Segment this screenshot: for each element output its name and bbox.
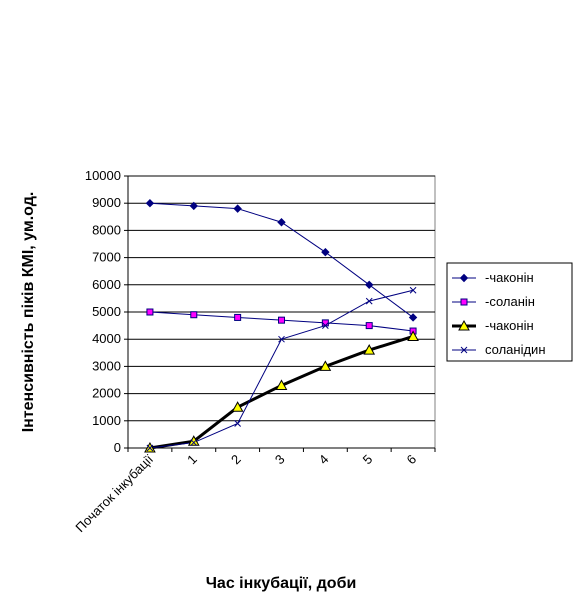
legend-label: соланідин xyxy=(485,342,546,357)
y-tick-label: 8000 xyxy=(92,222,121,237)
x-marker-stroke xyxy=(190,439,198,446)
data-point-series-2 xyxy=(365,322,373,330)
x-marker-stroke xyxy=(234,420,241,427)
y-tick-label: 7000 xyxy=(92,250,121,265)
data-point-series-4 xyxy=(190,439,198,446)
legend-swatch-marker xyxy=(460,346,468,354)
x-axis-title: Час інкубації, доби xyxy=(206,575,357,592)
x-marker-stroke xyxy=(278,335,285,343)
data-point-series-1 xyxy=(321,247,330,257)
legend-label: -чаконін xyxy=(485,318,534,333)
legend-label: -соланін xyxy=(485,294,535,309)
x-tick-label: 3 xyxy=(272,452,288,468)
data-point-series-3 xyxy=(275,379,288,390)
data-point-series-1 xyxy=(408,313,418,322)
legend-swatch-marker xyxy=(460,298,468,306)
legend-swatch-marker xyxy=(458,319,470,331)
legend-box xyxy=(446,262,573,362)
data-point-series-2 xyxy=(234,313,242,321)
data-point-series-3 xyxy=(407,330,419,341)
data-point-series-2 xyxy=(190,311,198,319)
x-axis-ticks: Початок інкубації 1 2 3 4 5 6 xyxy=(72,448,436,535)
y-tick-label: 5000 xyxy=(92,304,121,319)
x-tick-label: 5 xyxy=(360,452,376,468)
x-marker-stroke xyxy=(146,444,154,452)
x-marker-stroke xyxy=(365,297,373,305)
data-point-series-4 xyxy=(234,420,241,427)
data-point-series-3 xyxy=(319,360,332,371)
y-axis-title: Інтенсивність піків КМІ, ум.од. xyxy=(20,192,37,433)
x-tick-label: 6 xyxy=(403,452,419,468)
data-point-series-1 xyxy=(189,201,198,211)
data-point-series-2 xyxy=(278,316,285,324)
data-point-series-3 xyxy=(363,344,376,355)
legend-swatch-marker xyxy=(459,273,469,283)
data-point-series-4 xyxy=(278,335,285,343)
data-point-series-4 xyxy=(146,444,154,452)
x-marker-stroke xyxy=(460,346,468,354)
y-tick-label: 9000 xyxy=(92,195,121,210)
y-tick-label: 2000 xyxy=(92,386,121,401)
data-point-series-1 xyxy=(145,198,155,208)
x-tick-label: 1 xyxy=(184,452,200,468)
data-point-series-4 xyxy=(365,297,373,305)
x-tick-label: Початок інкубації xyxy=(72,451,156,535)
x-tick-label: 4 xyxy=(316,452,332,468)
legend-label: -чаконін xyxy=(485,270,534,285)
data-point-series-4 xyxy=(409,286,417,294)
data-point-series-1 xyxy=(277,218,286,227)
x-marker-stroke xyxy=(409,286,417,294)
y-tick-label: 4000 xyxy=(92,331,121,346)
x-tick-label: 2 xyxy=(228,452,244,468)
y-tick-label: 6000 xyxy=(92,277,121,292)
y-tick-label: 0 xyxy=(114,440,121,455)
y-tick-label: 10000 xyxy=(85,168,121,183)
gridlines xyxy=(127,175,435,449)
y-tick-label: 1000 xyxy=(92,413,121,428)
data-point-series-4 xyxy=(322,322,329,329)
y-axis-ticks: 0 1000 2000 3000 4000 5000 6000 7000 8000 9000 100… xyxy=(85,168,128,455)
data-point-series-2 xyxy=(146,308,154,316)
data-point-series-3 xyxy=(231,401,244,412)
series-layer xyxy=(144,198,419,453)
y-tick-label: 3000 xyxy=(92,358,121,373)
legend: -чаконін -соланін -чаконін соланідин xyxy=(446,262,573,362)
x-marker-stroke xyxy=(322,322,329,329)
data-point-series-1 xyxy=(233,204,242,213)
data-point-series-1 xyxy=(365,280,374,290)
